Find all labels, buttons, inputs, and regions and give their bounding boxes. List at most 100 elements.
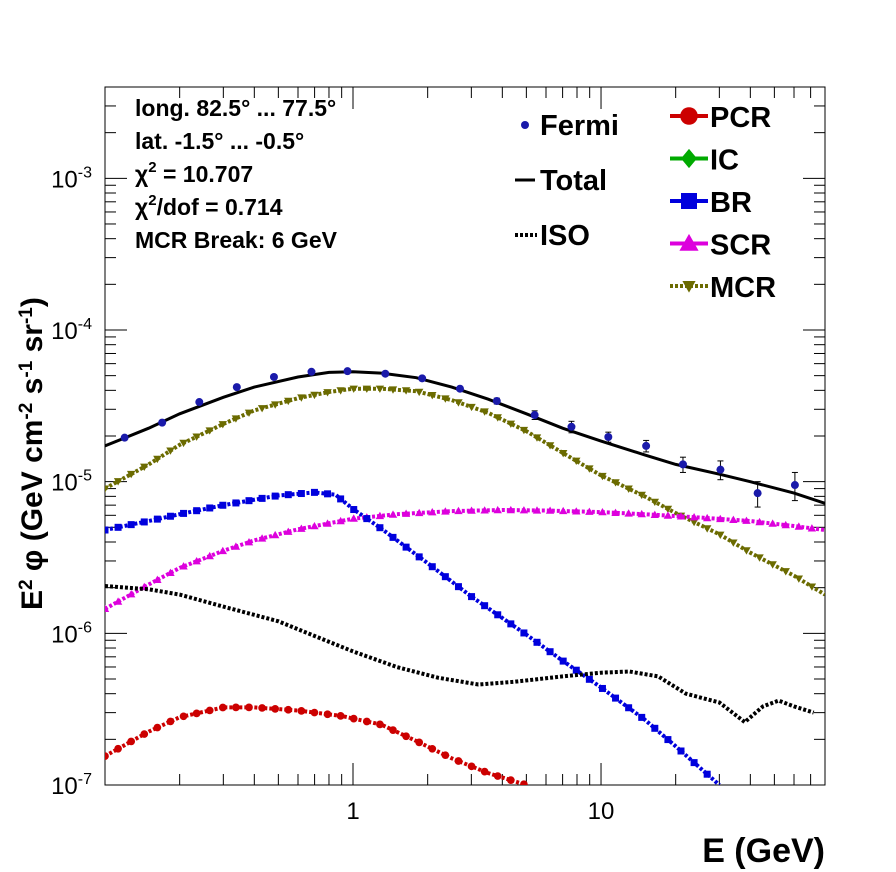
fermi-marker [604, 432, 613, 441]
legend-swatch [521, 121, 529, 129]
marker-mcr [441, 395, 450, 403]
marker-scr [532, 506, 542, 514]
marker-mcr [218, 421, 228, 429]
marker-br [271, 492, 279, 500]
info-sup: 2 [148, 192, 156, 209]
marker-pcr [336, 712, 345, 720]
legend-label: SCR [710, 230, 771, 262]
marker-scr [624, 509, 633, 517]
info-box: long. 82.5° ... 77.5° lat. -1.5° ... -0.5… [135, 95, 338, 253]
marker-br [127, 521, 135, 529]
marker-mcr [807, 583, 817, 591]
marker-mcr [689, 518, 699, 527]
marker-mcr [205, 427, 214, 435]
fermi-point [716, 460, 725, 481]
marker-pcr [323, 710, 332, 719]
marker-pcr [192, 709, 201, 718]
fermi-marker [753, 489, 762, 498]
marker-br [350, 506, 358, 514]
legend-label: Total [540, 165, 607, 197]
marker-scr [336, 516, 345, 525]
marker-mcr [572, 457, 581, 466]
legend-label: ISO [540, 220, 590, 252]
marker-scr [105, 604, 110, 613]
marker-pcr [441, 751, 450, 760]
y-tick-exponent: -6 [78, 619, 92, 636]
y-tick-exponent: -4 [78, 316, 92, 333]
marker-scr [205, 551, 214, 560]
fermi-marker [269, 372, 278, 381]
marker-pcr [105, 752, 109, 760]
marker-scr [231, 542, 241, 550]
marker-mcr [270, 401, 280, 409]
y-tick-label: 10-3 [51, 164, 92, 193]
marker-mcr [153, 455, 162, 464]
marker-scr [807, 524, 817, 532]
legend-swatch-marker [681, 148, 697, 169]
x-tick-label: 1 [346, 798, 359, 825]
marker-scr [480, 506, 489, 514]
marker-scr [375, 511, 385, 520]
y-axis-title-part: 2 [16, 579, 37, 590]
line-total [105, 370, 825, 505]
info-line: MCR Break: 6 GeV [135, 227, 338, 253]
marker-mcr [532, 434, 542, 442]
marker-mcr [192, 433, 201, 441]
marker-pcr [362, 717, 371, 726]
axis-ticks [104, 86, 826, 786]
marker-pcr [140, 730, 149, 738]
marker-scr [297, 524, 306, 532]
fermi-marker [866, 485, 874, 493]
marker-br [258, 494, 266, 502]
marker-pcr [376, 720, 384, 729]
y-axis-title-part: E [16, 590, 49, 610]
marker-br [310, 488, 318, 496]
marker-scr [663, 511, 673, 519]
info-line: χ2 = 10.707 [135, 159, 253, 187]
marker-br [559, 657, 567, 665]
marker-pcr [127, 737, 136, 746]
marker-mcr [231, 415, 241, 423]
marker-mcr [362, 385, 372, 393]
marker-br [651, 724, 659, 732]
marker-scr [702, 513, 712, 522]
marker-scr [755, 517, 764, 526]
fermi-point [158, 418, 167, 427]
marker-br [533, 638, 541, 646]
fermi-point [567, 420, 576, 434]
legend-label: Fermi [540, 110, 619, 142]
marker-scr [192, 557, 201, 565]
marker-scr [585, 507, 594, 515]
y-tick-label: 10-5 [51, 468, 92, 497]
x-tick-label: 10 [588, 798, 615, 825]
marker-mcr [637, 491, 646, 500]
fermi-point [828, 477, 836, 507]
marker-mcr [768, 561, 777, 569]
marker-mcr [297, 394, 306, 402]
marker-mcr [519, 426, 529, 435]
legend-swatch-marker [679, 233, 699, 251]
marker-scr [454, 506, 463, 515]
fermi-point [678, 456, 687, 473]
line-iso [105, 584, 815, 725]
fermi-marker [158, 418, 167, 427]
marker-pcr [232, 703, 240, 712]
y-tick-label: 10-7 [51, 771, 92, 800]
legend-swatch-marker [680, 107, 698, 125]
marker-mcr [284, 397, 293, 406]
marker-mcr [323, 389, 332, 397]
fermi-point [642, 439, 651, 453]
fermi-marker [716, 465, 725, 474]
marker-br [105, 526, 109, 534]
marker-br [481, 602, 489, 610]
marker-br [180, 509, 188, 517]
marker-br [441, 573, 449, 581]
legend-entry-pcr: PCR [670, 102, 771, 134]
info-line: χ2/dof = 0.714 [135, 192, 283, 220]
legend-entry-total: Total [515, 165, 607, 197]
series-br [105, 488, 721, 785]
fermi-marker [567, 422, 576, 431]
series-layer [105, 370, 825, 785]
y-axis-title-part: φ (GeV cm [16, 420, 49, 580]
marker-mcr [257, 405, 267, 413]
